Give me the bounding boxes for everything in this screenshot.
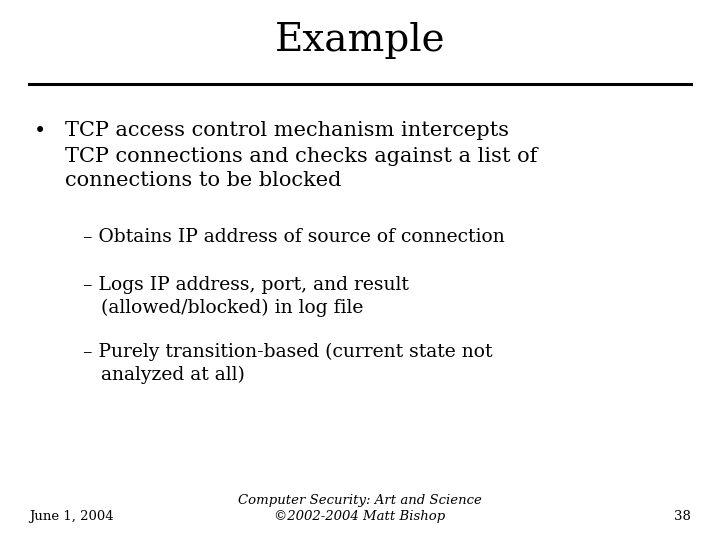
Text: – Obtains IP address of source of connection: – Obtains IP address of source of connec… bbox=[83, 228, 505, 246]
Text: TCP access control mechanism intercepts
TCP connections and checks against a lis: TCP access control mechanism intercepts … bbox=[65, 122, 537, 191]
Text: Example: Example bbox=[275, 22, 445, 59]
Text: – Purely transition-based (current state not
   analyzed at all): – Purely transition-based (current state… bbox=[83, 343, 492, 384]
Text: Computer Security: Art and Science
©2002-2004 Matt Bishop: Computer Security: Art and Science ©2002… bbox=[238, 494, 482, 523]
Text: 38: 38 bbox=[675, 510, 691, 523]
Text: •: • bbox=[33, 122, 46, 140]
Text: June 1, 2004: June 1, 2004 bbox=[29, 510, 114, 523]
Text: – Logs IP address, port, and result
   (allowed/blocked) in log file: – Logs IP address, port, and result (all… bbox=[83, 276, 409, 317]
